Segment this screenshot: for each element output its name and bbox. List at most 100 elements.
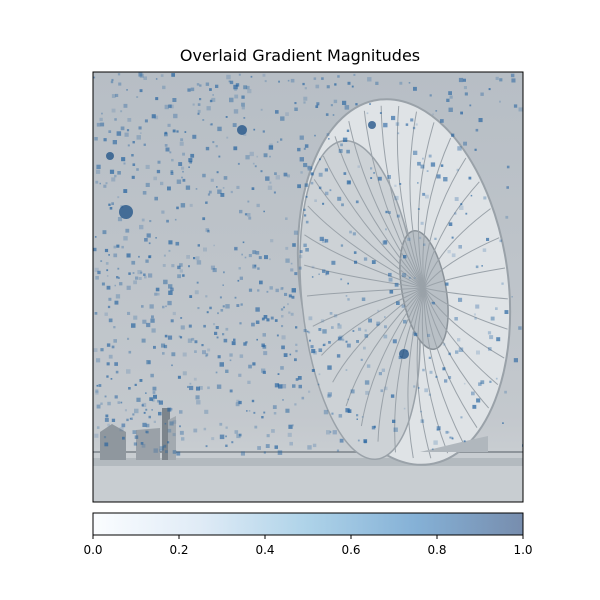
gradient-speck (219, 422, 223, 426)
canopy-rib (416, 287, 432, 459)
gradient-speck (202, 119, 205, 121)
gradient-speck (480, 92, 484, 96)
gradient-speck (248, 288, 253, 292)
gradient-speck (140, 271, 143, 274)
gradient-speck (244, 256, 247, 259)
gradient-speck (138, 72, 143, 77)
gradient-speck (107, 305, 111, 309)
gradient-speck (245, 341, 248, 344)
gradient-speck (487, 331, 492, 335)
gradient-speck (299, 135, 304, 140)
gradient-speck (420, 221, 424, 225)
gradient-speck (179, 263, 183, 267)
gradient-speck (111, 202, 114, 205)
gradient-speckles (93, 72, 523, 456)
gradient-speck (331, 260, 336, 265)
gradient-speck (151, 409, 153, 411)
gradient-speck (207, 193, 211, 196)
gradient-speck (179, 336, 183, 339)
gradient-speck (368, 318, 372, 323)
gradient-speck (496, 337, 501, 342)
gradient-speck (274, 319, 278, 322)
gradient-speck (151, 328, 156, 333)
gradient-speck (280, 366, 284, 370)
gradient-speck (413, 332, 418, 337)
gradient-speck (129, 417, 132, 420)
gradient-speck (504, 390, 507, 394)
canopy-rib (423, 267, 506, 289)
gradient-speck (167, 407, 172, 412)
gradient-speck (117, 276, 120, 279)
gradient-speck (260, 170, 263, 173)
gradient-speck (141, 305, 144, 308)
gradient-speck (447, 431, 450, 434)
gradient-speck (331, 326, 334, 329)
gradient-speck (145, 430, 148, 434)
gradient-speck (234, 247, 237, 250)
gradient-speck (377, 309, 380, 312)
gradient-speck (104, 418, 109, 422)
gradient-speck (257, 267, 260, 270)
gradient-speck (225, 444, 228, 447)
gradient-speck (207, 229, 210, 233)
gradient-speck (153, 394, 157, 399)
gradient-speck (317, 383, 320, 386)
gradient-speck (169, 421, 174, 426)
canopy-rib (380, 105, 425, 289)
gradient-speck (161, 343, 166, 348)
gradient-speck (318, 273, 320, 275)
gradient-speck (113, 253, 118, 258)
gradient-speck (280, 138, 283, 141)
gradient-speck (325, 271, 330, 275)
gradient-speck (261, 317, 265, 321)
gradient-speck (228, 80, 231, 83)
gradient-speck (303, 147, 306, 150)
gradient-speck (117, 196, 120, 199)
gradient-speck (124, 132, 129, 137)
gradient-speck (93, 348, 98, 352)
gradient-speck (347, 298, 350, 301)
gradient-speck (481, 265, 483, 267)
gradient-speck (95, 169, 101, 174)
gradient-speck (314, 134, 316, 137)
gradient-speck (256, 203, 260, 208)
gradient-speck (262, 333, 266, 337)
gradient-speck (345, 295, 348, 297)
gradient-speck (115, 294, 121, 299)
gradient-speck (457, 146, 462, 151)
gradient-speck (340, 143, 343, 147)
gradient-speck (280, 287, 284, 291)
gradient-speck (356, 340, 359, 343)
gradient-speck (121, 157, 126, 162)
gradient-speck (352, 330, 355, 332)
gradient-speck (345, 408, 350, 413)
canopy-rib (306, 287, 425, 297)
gradient-speck (145, 392, 147, 394)
gradient-speck (323, 409, 329, 415)
gradient-speck (153, 345, 156, 349)
gradient-speck (238, 373, 242, 377)
gradient-speck (113, 245, 117, 249)
gradient-speck (269, 258, 271, 261)
gradient-speck (420, 419, 425, 423)
gradient-speck (176, 206, 179, 210)
gradient-speck (211, 437, 215, 441)
gradient-speck (320, 319, 325, 323)
gradient-speck (159, 446, 164, 451)
gradient-speck (353, 73, 356, 76)
gradient-speck (434, 237, 437, 240)
gradient-speck (180, 317, 183, 319)
gradient-speck (305, 195, 308, 198)
gradient-speck (337, 196, 342, 201)
gradient-speck (366, 364, 371, 368)
gradient-speck (295, 343, 298, 346)
gradient-speck (373, 172, 375, 174)
gradient-speck (134, 435, 139, 439)
gradient-speck (475, 265, 479, 269)
gradient-speck (104, 395, 107, 398)
gradient-speck (162, 352, 165, 355)
gradient-speck (126, 285, 131, 290)
gradient-speck (162, 305, 165, 309)
gradient-speck (270, 239, 274, 243)
gradient-speck (462, 78, 466, 82)
